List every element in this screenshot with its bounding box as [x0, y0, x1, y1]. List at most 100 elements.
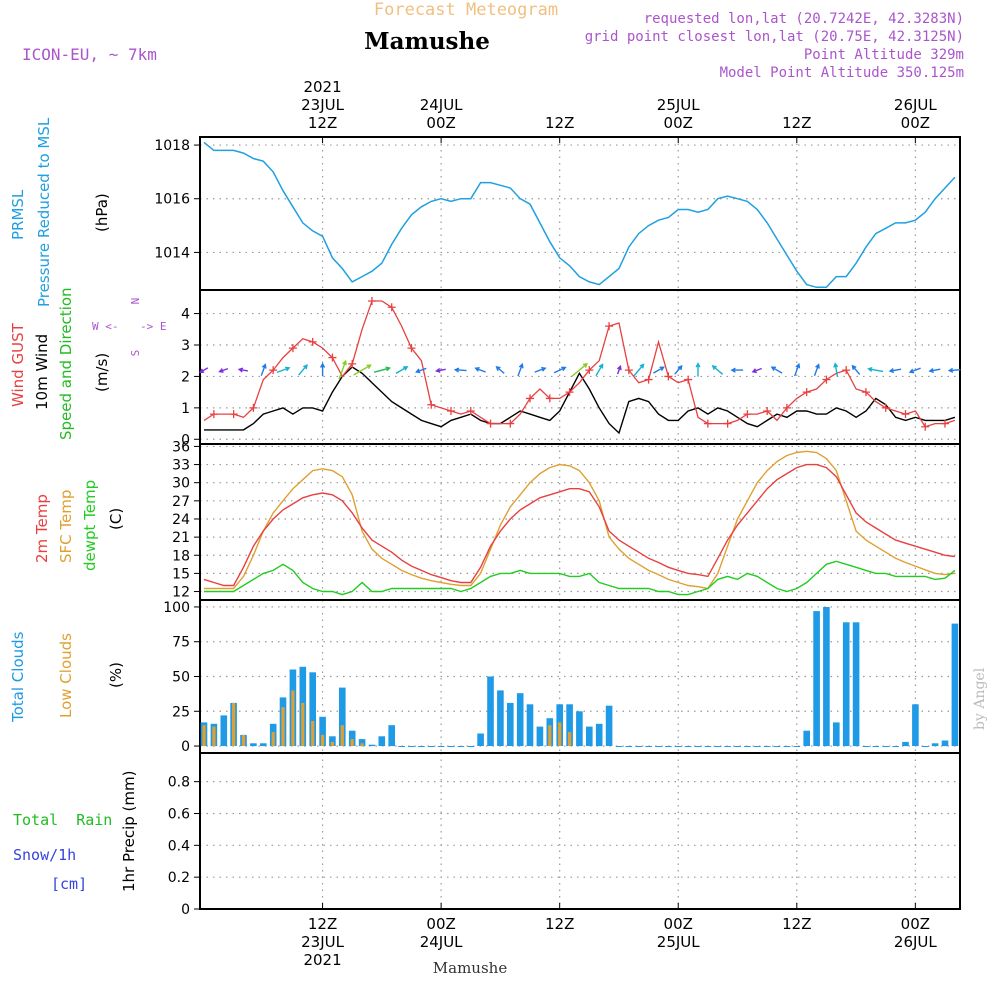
gust-marker	[723, 419, 732, 428]
total-cloud-bar	[437, 746, 445, 747]
y-tick-label: 100	[163, 600, 190, 616]
wind-labels: Wind GUST 10m Wind Speed and Direction (…	[9, 287, 167, 440]
total-cloud-bar	[744, 746, 751, 747]
gust-marker	[684, 375, 693, 384]
total-cloud-bar	[783, 746, 791, 747]
low-cloud-bar	[241, 734, 246, 746]
total-cloud-bar	[951, 623, 959, 746]
snow-unit-label: [cm]	[51, 875, 87, 893]
total-cloud-bar	[941, 740, 949, 747]
wind-unit-label: (m/s)	[93, 353, 111, 392]
gust-label: Wind GUST	[9, 322, 27, 407]
gust-marker	[506, 419, 515, 428]
y-tick-label: 3	[181, 338, 190, 354]
total-cloud-bar	[368, 744, 376, 747]
total-cloud-bar	[793, 746, 801, 747]
wind-direction-arrow	[751, 367, 762, 374]
bottom-time-label: 00Z	[664, 915, 693, 933]
snow-label: Snow/1h	[13, 846, 76, 864]
total-cloud-bar	[309, 672, 316, 746]
top-time-label: 00Z	[664, 114, 693, 132]
total-cloud-bar	[388, 725, 395, 747]
total-cloud-bar	[398, 746, 405, 747]
y-tick-label: 25	[172, 704, 190, 720]
sfc-temp-label: SFC Temp	[57, 490, 75, 563]
total-cloud-bar	[684, 746, 692, 747]
gust-marker	[565, 388, 574, 397]
bottom-time-label: 23JUL	[301, 933, 344, 951]
y-tick-label: 0.4	[168, 838, 190, 854]
wind-direction-arrow	[495, 365, 505, 374]
y-tick-label: 0	[181, 902, 190, 918]
low-cloud-bar	[202, 725, 206, 747]
y-tick-label: 0.2	[168, 870, 190, 886]
y-tick-label: 0	[181, 739, 190, 755]
total-cloud-bar	[427, 746, 435, 747]
wind-direction-arrow	[928, 368, 941, 373]
prmsl-label: PRMSL	[9, 189, 27, 240]
y-tick-label: 27	[172, 494, 190, 510]
total-cloud-bar	[902, 741, 909, 747]
t2m-line	[203, 463, 955, 587]
dewpoint-line	[204, 560, 956, 596]
wind-direction-arrow	[730, 367, 744, 373]
wind-direction-arrow	[794, 362, 801, 377]
point-altitude: Point Altitude 329m	[804, 47, 964, 63]
gust-marker	[822, 375, 831, 384]
gust-marker	[802, 388, 811, 397]
top-time-label: 24JUL	[420, 96, 463, 114]
gust-marker	[921, 422, 930, 431]
total-cloud-bar	[655, 746, 662, 747]
total-cloud-bar	[586, 726, 593, 747]
bottom-time-label: 26JUL	[894, 933, 937, 951]
low-cloud-bar	[360, 743, 364, 747]
y-tick-label: 21	[172, 530, 190, 546]
top-time-label: 12Z	[308, 114, 337, 132]
total-cloud-bar	[220, 715, 228, 746]
total-clouds-label: Total Clouds	[9, 631, 27, 723]
watermark: by Angel	[972, 667, 988, 730]
wind-direction-arrow	[674, 365, 683, 375]
total-cloud-bar	[724, 746, 731, 747]
wind-direction-arrow	[571, 362, 588, 377]
low-cloud-bar	[568, 732, 572, 746]
wind-direction-arrow	[198, 367, 209, 374]
y-tick-label: 0	[181, 432, 190, 448]
footer-location: Mamushe	[433, 959, 508, 977]
total-cloud-bar	[497, 690, 504, 746]
bottom-time-label: 00Z	[901, 915, 930, 933]
total-cloud-bar	[704, 746, 712, 747]
low-cloud-bar	[271, 732, 275, 746]
temperature-labels: 2m Temp SFC Temp dewpt Temp (C)	[33, 480, 125, 571]
cloud-labels: Total Clouds Low Clouds (%)	[9, 631, 125, 723]
y-tick-label: 1018	[154, 138, 190, 154]
total-cloud-bar	[714, 746, 722, 747]
wind-direction-arrow	[298, 364, 308, 376]
gust-marker	[703, 419, 712, 428]
y-tick-label: 50	[172, 670, 190, 686]
gust-marker	[486, 419, 495, 428]
top-time-label: 26JUL	[894, 96, 937, 114]
total-cloud-bar	[931, 743, 939, 747]
total-cloud-bar	[625, 746, 633, 747]
gust-marker	[288, 344, 297, 353]
low-cloud-bar	[558, 722, 562, 746]
total-cloud-bar	[348, 730, 356, 746]
total-cloud-bar	[763, 746, 771, 747]
top-time-label: 23JUL	[301, 96, 344, 114]
gust-marker	[941, 419, 949, 428]
wind-direction-arrow	[595, 363, 604, 377]
total-cloud-bar	[882, 746, 889, 747]
total-cloud-bar	[912, 704, 919, 746]
low-cloud-bar	[330, 741, 334, 747]
total-cloud-bar	[339, 687, 346, 746]
total-cloud-bar	[605, 705, 613, 746]
total-cloud-bar	[813, 611, 820, 746]
precip-labels: Total Rain Snow/1h [cm] 1hr Precip (mm)	[13, 771, 138, 893]
wind-direction-arrow	[373, 366, 392, 373]
gust-marker	[229, 410, 238, 419]
y-tick-label: 1014	[154, 245, 190, 261]
pressure-line	[203, 141, 956, 289]
panel-frame	[199, 136, 961, 291]
